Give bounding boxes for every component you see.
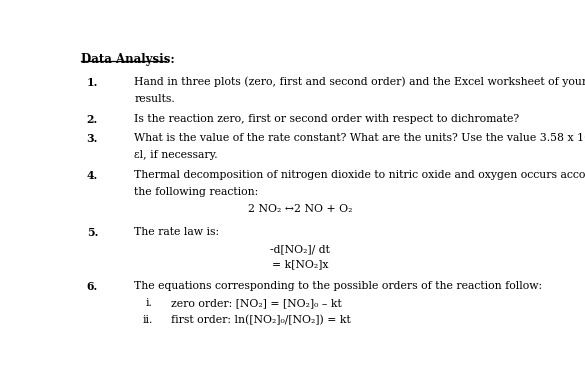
Text: 2 NO₂ ↔2 NO + O₂: 2 NO₂ ↔2 NO + O₂: [247, 204, 352, 214]
Text: results.: results.: [135, 94, 175, 104]
Text: i.: i.: [146, 298, 153, 308]
Text: 6.: 6.: [87, 281, 98, 292]
Text: What is the value of the rate constant? What are the units? Use the value 3.58 x: What is the value of the rate constant? …: [135, 134, 585, 144]
Text: The equations corresponding to the possible orders of the reaction follow:: The equations corresponding to the possi…: [135, 281, 542, 291]
Text: the following reaction:: the following reaction:: [135, 187, 259, 197]
Text: = k[NO₂]x: = k[NO₂]x: [271, 259, 328, 269]
Text: ii.: ii.: [142, 315, 153, 325]
Text: 2.: 2.: [87, 114, 98, 125]
Text: 3.: 3.: [87, 134, 98, 144]
Text: εl, if necessary.: εl, if necessary.: [135, 151, 218, 160]
Text: Thermal decomposition of nitrogen dioxide to nitric oxide and oxygen occurs acco: Thermal decomposition of nitrogen dioxid…: [135, 170, 585, 180]
Text: 5.: 5.: [87, 227, 98, 238]
Text: The rate law is:: The rate law is:: [135, 227, 219, 237]
Text: Is the reaction zero, first or second order with respect to dichromate?: Is the reaction zero, first or second or…: [135, 114, 519, 124]
Text: Data Analysis:: Data Analysis:: [81, 53, 175, 66]
Text: 1.: 1.: [87, 77, 98, 88]
Text: -d[NO₂]/ dt: -d[NO₂]/ dt: [270, 244, 330, 254]
Text: 4.: 4.: [87, 170, 98, 181]
Text: zero order: [NO₂] = [NO₂]₀ – kt: zero order: [NO₂] = [NO₂]₀ – kt: [171, 298, 342, 308]
Text: Hand in three plots (zero, first and second order) and the Excel worksheet of yo: Hand in three plots (zero, first and sec…: [135, 77, 585, 87]
Text: first order: ln([NO₂]₀/[NO₂]) = kt: first order: ln([NO₂]₀/[NO₂]) = kt: [171, 315, 350, 325]
